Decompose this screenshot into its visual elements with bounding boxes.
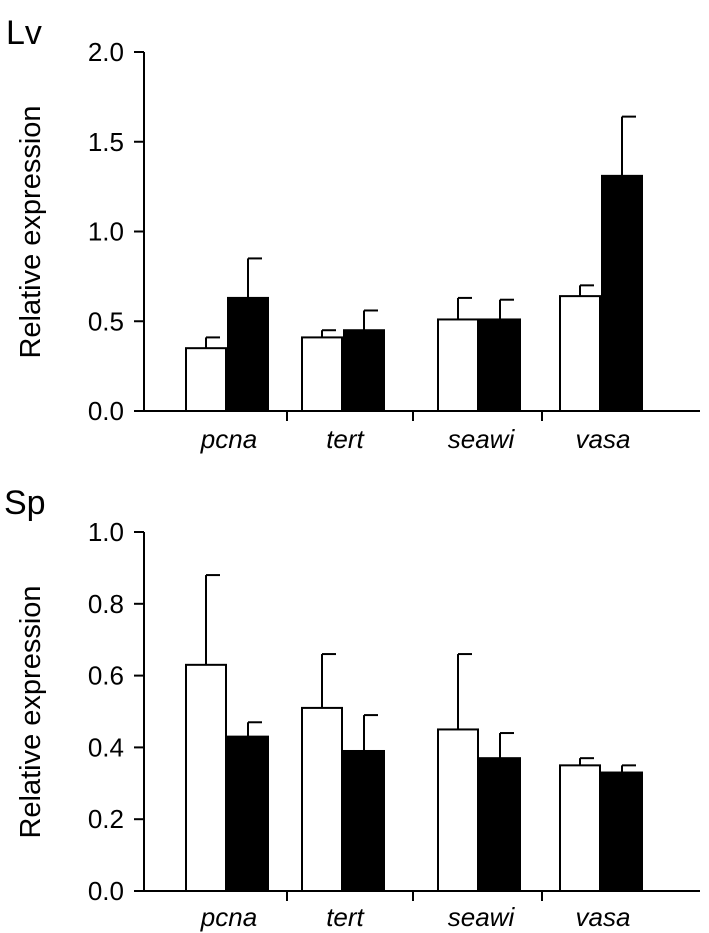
y-axis-title: Relative expression: [15, 105, 47, 358]
bar-filled: [479, 757, 521, 892]
y-axis-title: Relative expression: [15, 585, 47, 838]
y-tick-label: 2.0: [88, 37, 124, 67]
x-tick-label: seawi: [448, 902, 516, 932]
x-tick-label: vasa: [576, 902, 631, 932]
bar-filled: [343, 329, 385, 413]
y-tick-label: 1.0: [88, 217, 124, 247]
bar-filled: [601, 174, 643, 412]
y-tick-label: 0.0: [88, 396, 124, 426]
bar-filled: [343, 749, 385, 892]
bar-open: [559, 295, 601, 412]
y-tick-label: 1.0: [88, 517, 124, 547]
x-tick-label: tert: [326, 424, 365, 454]
panel-lv: Lv Relative expression 0.0 0.5 1.0 1.5 2.0 pc…: [6, 14, 700, 454]
y-tick-label: 1.5: [88, 127, 124, 157]
bar-filled: [227, 296, 269, 413]
bar-filled: [479, 318, 521, 412]
bar-open: [437, 728, 479, 893]
x-tick-label: vasa: [576, 424, 631, 454]
y-tick-label: 0.8: [88, 589, 124, 619]
x-tick-label: seawi: [448, 424, 516, 454]
bar-open: [437, 318, 479, 412]
y-tick-label: 0.6: [88, 661, 124, 691]
bar-filled: [601, 771, 643, 893]
y-tick-label: 0.5: [88, 306, 124, 336]
bar-filled: [227, 735, 269, 892]
panel-label: Lv: [6, 14, 42, 52]
x-tick-label: pcna: [200, 424, 257, 454]
bar-open: [301, 336, 343, 412]
x-tick-label: pcna: [200, 902, 257, 932]
y-tick-label: 0.2: [88, 804, 124, 834]
panel-label: Sp: [4, 484, 46, 522]
bar-open: [301, 706, 343, 892]
panel-sp: Sp Relative expression 0.0 0.2 0.4 0.6 0.8 1.…: [4, 484, 700, 932]
y-tick-label: 0.0: [88, 876, 124, 906]
bar-open: [559, 764, 601, 892]
x-tick-label: tert: [326, 902, 365, 932]
y-tick-label: 0.4: [88, 732, 124, 762]
bar-open: [185, 347, 227, 412]
bar-open: [185, 663, 227, 893]
